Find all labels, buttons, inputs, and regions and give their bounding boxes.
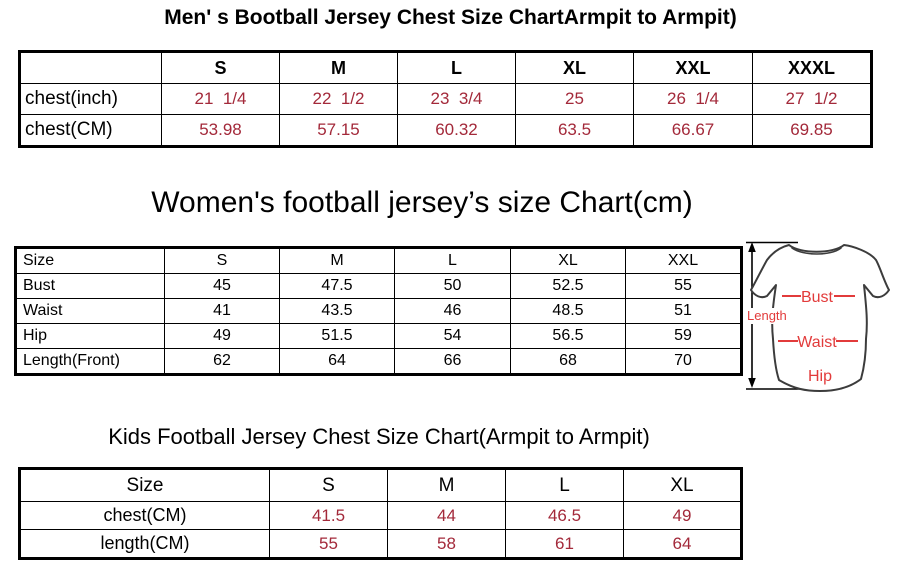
women-header-xxl: XXL	[625, 247, 742, 274]
men-cell: 26 1/4	[633, 83, 753, 115]
men-row-label: chest(CM)	[19, 114, 162, 147]
women-header-m: M	[279, 247, 395, 274]
women-cell: 64	[279, 348, 395, 375]
women-cell: 51.5	[279, 323, 395, 349]
women-cell: 59	[625, 323, 742, 349]
men-header-row: S M L XL XXL XXXL	[19, 51, 872, 84]
kids-cell: 55	[269, 529, 388, 559]
women-cell: 66	[394, 348, 511, 375]
women-header-row: Size S M L XL XXL	[15, 247, 742, 274]
women-row-length: Length(Front) 62 64 66 68 70	[15, 348, 742, 375]
kids-chart-title: Kids Football Jersey Chest Size Chart(Ar…	[108, 424, 650, 449]
kids-header-s: S	[269, 468, 388, 502]
men-cell: 27 1/2	[752, 83, 872, 115]
kids-cell: 49	[623, 501, 742, 530]
women-cell: 43.5	[279, 298, 395, 324]
women-cell: 47.5	[279, 273, 395, 299]
kids-header-xl: XL	[623, 468, 742, 502]
men-cell: 21 1/4	[161, 83, 280, 115]
women-row-label: Hip	[15, 323, 165, 349]
women-cell: 41	[164, 298, 280, 324]
men-cell: 69.85	[752, 114, 872, 147]
women-row-label: Length(Front)	[15, 348, 165, 375]
kids-row-length: length(CM) 55 58 61 64	[19, 529, 742, 559]
men-header-m: M	[279, 51, 398, 84]
kids-row-label: length(CM)	[19, 529, 270, 559]
women-row-hip: Hip 49 51.5 54 56.5 59	[15, 323, 742, 349]
men-header-xl: XL	[515, 51, 634, 84]
kids-cell: 64	[623, 529, 742, 559]
women-cell: 51	[625, 298, 742, 324]
women-cell: 49	[164, 323, 280, 349]
men-header-xxxl: XXXL	[752, 51, 872, 84]
women-cell: 46	[394, 298, 511, 324]
women-size-table: Size S M L XL XXL Bust 45 47.5 50 52.5 5…	[14, 246, 743, 376]
men-chart-title: Men' s Bootball Jersey Chest Size ChartA…	[164, 6, 737, 29]
women-cell: 54	[394, 323, 511, 349]
women-cell: 48.5	[510, 298, 626, 324]
men-cell: 57.15	[279, 114, 398, 147]
women-chart-title: Women's football jersey’s size Chart(cm)	[151, 186, 693, 219]
shirt-measurement-diagram: Length Bust Waist Hip	[742, 233, 901, 400]
tshirt-icon: Length Bust Waist Hip	[744, 241, 890, 392]
women-cell: 55	[625, 273, 742, 299]
kids-row-chest: chest(CM) 41.5 44 46.5 49	[19, 501, 742, 530]
kids-cell: 44	[387, 501, 506, 530]
women-cell: 52.5	[510, 273, 626, 299]
length-label: Length	[747, 308, 787, 323]
kids-header-row: Size S M L XL	[19, 468, 742, 502]
kids-header-size: Size	[19, 468, 270, 502]
men-header-s: S	[161, 51, 280, 84]
women-header-s: S	[164, 247, 280, 274]
men-cell: 63.5	[515, 114, 634, 147]
kids-size-table: Size S M L XL chest(CM) 41.5 44 46.5 49 …	[18, 467, 743, 560]
kids-cell: 58	[387, 529, 506, 559]
men-cell: 66.67	[633, 114, 753, 147]
men-row-chest-inch: chest(inch) 21 1/4 22 1/2 23 3/4 25 26 1…	[19, 83, 872, 115]
kids-cell: 46.5	[505, 501, 624, 530]
men-header-l: L	[397, 51, 516, 84]
women-row-bust: Bust 45 47.5 50 52.5 55	[15, 273, 742, 299]
women-header-xl: XL	[510, 247, 626, 274]
women-cell: 45	[164, 273, 280, 299]
kids-cell: 61	[505, 529, 624, 559]
length-label-backing	[744, 308, 798, 324]
bust-label: Bust	[801, 289, 834, 306]
length-arrowhead-top	[748, 242, 756, 252]
kids-header-l: L	[505, 468, 624, 502]
men-cell: 60.32	[397, 114, 516, 147]
length-arrowhead-bottom	[748, 378, 756, 388]
men-cell: 53.98	[161, 114, 280, 147]
men-size-table: S M L XL XXL XXXL chest(inch) 21 1/4 22 …	[18, 50, 873, 148]
men-cell: 22 1/2	[279, 83, 398, 115]
women-header-l: L	[394, 247, 511, 274]
women-row-label: Bust	[15, 273, 165, 299]
women-cell: 50	[394, 273, 511, 299]
waist-label: Waist	[797, 334, 837, 351]
women-row-waist: Waist 41 43.5 46 48.5 51	[15, 298, 742, 324]
men-cell: 25	[515, 83, 634, 115]
women-cell: 62	[164, 348, 280, 375]
women-cell: 70	[625, 348, 742, 375]
women-row-label: Waist	[15, 298, 165, 324]
women-header-size: Size	[15, 247, 165, 274]
kids-row-label: chest(CM)	[19, 501, 270, 530]
kids-header-m: M	[387, 468, 506, 502]
women-cell: 56.5	[510, 323, 626, 349]
men-row-chest-cm: chest(CM) 53.98 57.15 60.32 63.5 66.67 6…	[19, 114, 872, 147]
tshirt-collar-line	[791, 247, 842, 255]
men-cell: 23 3/4	[397, 83, 516, 115]
men-header-blank	[19, 51, 162, 84]
kids-cell: 41.5	[269, 501, 388, 530]
men-header-xxl: XXL	[633, 51, 753, 84]
hip-label: Hip	[808, 368, 832, 385]
tshirt-outline	[750, 244, 890, 392]
women-cell: 68	[510, 348, 626, 375]
men-row-label: chest(inch)	[19, 83, 162, 115]
